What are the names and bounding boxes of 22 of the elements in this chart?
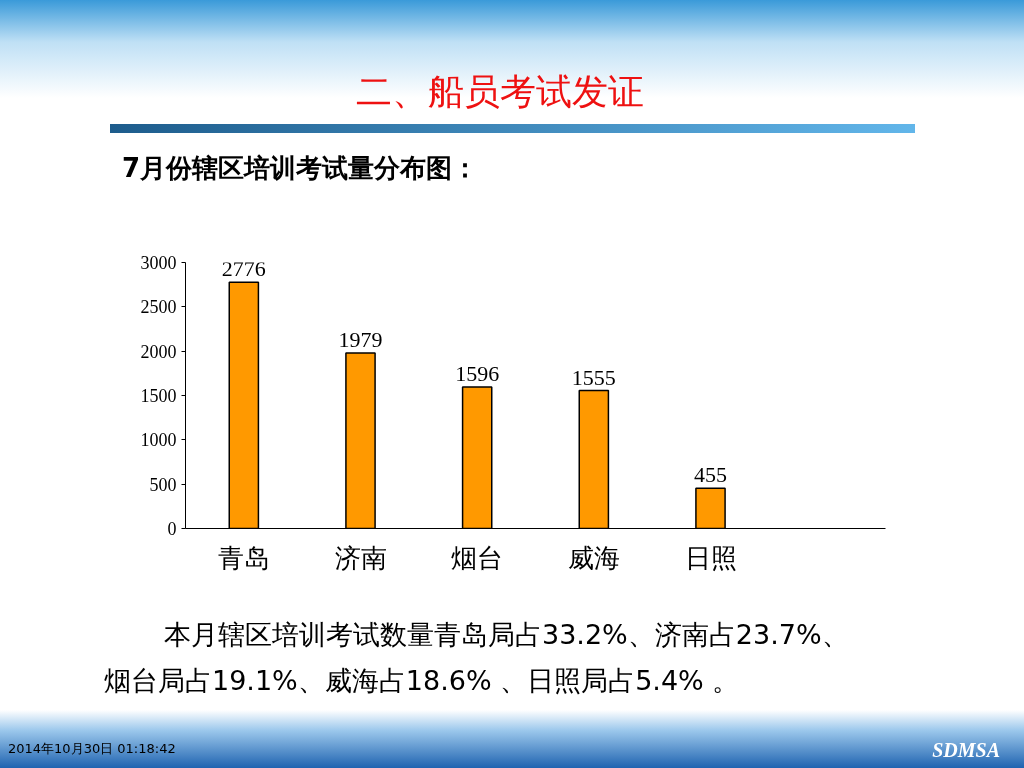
text: 2014年10月30日 01:18:42 <box>8 740 176 758</box>
y-tick-label: 500 <box>149 474 177 495</box>
x-tick-label: 日照 <box>684 542 737 573</box>
chart-subtitle: 7月份辖区培训考试量分布图： <box>121 152 479 185</box>
y-tick-label: 1000 <box>140 430 177 451</box>
data-label: 2776 <box>221 256 266 282</box>
x-tick-label: 青岛 <box>217 542 270 573</box>
chart-title: 二、船员考试发证 <box>355 70 645 114</box>
text: SDMSA <box>932 738 1000 763</box>
y-tick-label: 1500 <box>140 386 177 406</box>
data-label: 1555 <box>571 364 616 390</box>
y-tick-label: 3000 <box>140 253 177 273</box>
y-tick-label: 0 <box>167 519 177 539</box>
x-tick-label: 烟台 <box>451 542 504 573</box>
text: 本月辖区培训考试数量青岛局占33.2%、济南占23.7%、烟台局占19.1%、威海占18.6% 、日照局占5.4% 。 <box>103 618 850 698</box>
x-tick-label: 威海 <box>567 542 620 573</box>
y-tick-label: 2500 <box>140 297 177 318</box>
data-label: 455 <box>694 462 727 488</box>
data-label: 1979 <box>338 327 383 353</box>
x-tick-label: 济南 <box>334 542 387 573</box>
data-label: 1596 <box>455 360 500 386</box>
y-tick-label: 2000 <box>140 341 177 362</box>
